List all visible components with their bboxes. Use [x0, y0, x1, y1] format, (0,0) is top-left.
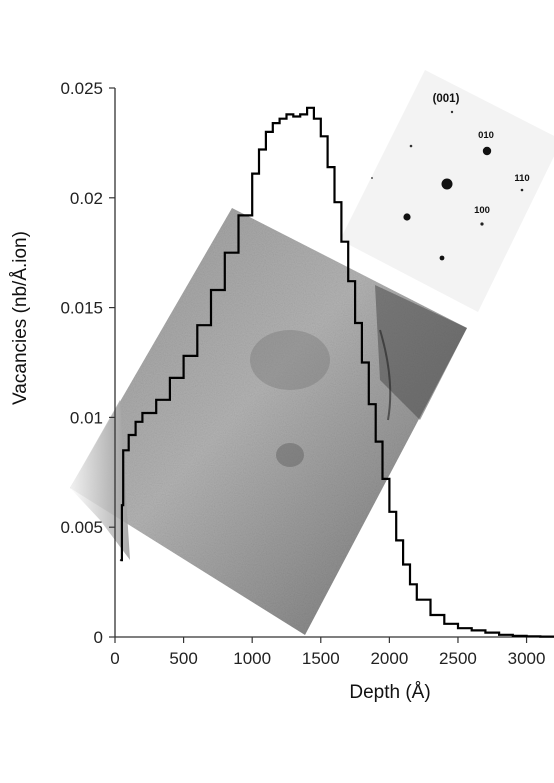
- data-point: [279, 118, 281, 120]
- data-point: [388, 511, 390, 513]
- data-point: [169, 377, 171, 379]
- chart-axes: [114, 88, 554, 638]
- y-tick-label: 0.01: [70, 408, 103, 427]
- x-tick-label: 0: [110, 649, 119, 668]
- data-point: [122, 449, 124, 451]
- data-point: [128, 434, 130, 436]
- data-point: [340, 241, 342, 243]
- spot-label-010: 010: [478, 130, 494, 141]
- data-point: [210, 289, 212, 291]
- data-point: [119, 559, 122, 561]
- data-point: [539, 635, 541, 638]
- data-point: [258, 148, 260, 151]
- y-tick-label: 0: [94, 628, 103, 647]
- data-point: [333, 201, 336, 203]
- data-point: [265, 131, 267, 133]
- diffraction-pattern-inset: (001) 010 110 100: [340, 70, 554, 312]
- data-point: [121, 504, 123, 506]
- data-point: [134, 421, 137, 423]
- data-point: [224, 252, 226, 254]
- data-point: [251, 173, 253, 175]
- y-axis-title: Vacancies (nb/Å.ion): [10, 231, 31, 405]
- data-point: [512, 635, 514, 637]
- data-point: [484, 632, 487, 634]
- data-point: [313, 118, 315, 120]
- data-point: [457, 627, 459, 629]
- data-point: [416, 599, 418, 601]
- zone-axis-label: (001): [433, 93, 460, 105]
- tem-micrograph-inset: [70, 208, 467, 635]
- data-point: [381, 478, 384, 480]
- x-tick-label: 2000: [370, 649, 408, 668]
- data-point: [306, 107, 308, 109]
- y-tick-label: 0.005: [60, 518, 103, 537]
- data-point: [361, 361, 363, 364]
- x-tick-label: 2500: [439, 649, 477, 668]
- data-point: [196, 324, 198, 326]
- data-point: [443, 623, 445, 625]
- data-point: [498, 634, 500, 636]
- data-point: [429, 614, 432, 616]
- data-point: [347, 280, 349, 282]
- data-point: [409, 583, 411, 585]
- x-tick-label: 1500: [302, 649, 340, 668]
- data-point: [354, 322, 356, 324]
- y-tick-label: 0.015: [60, 299, 103, 318]
- data-point: [327, 166, 329, 168]
- vacancy-profile-line: [120, 106, 554, 638]
- data-point: [368, 403, 370, 405]
- x-tick-label: 500: [169, 649, 197, 668]
- x-tick-label: 1000: [233, 649, 271, 668]
- data-point: [155, 399, 157, 401]
- data-point: [292, 115, 294, 118]
- x-tick-label: 3000: [508, 649, 546, 668]
- chart-ticks: 0 500 1000 1500 2000 2500 3000 0 0.005 0.01 0.015 0…: [60, 79, 545, 668]
- spot-label-110: 110: [514, 173, 529, 184]
- data-point: [272, 122, 274, 124]
- y-tick-label: 0.02: [70, 189, 103, 208]
- data-point: [525, 635, 528, 637]
- data-point: [285, 113, 288, 115]
- data-point: [395, 539, 397, 541]
- x-axis-title: Depth (Å): [349, 682, 430, 703]
- spot-label-100: 100: [474, 205, 490, 216]
- data-point: [299, 113, 301, 115]
- data-point: [471, 629, 473, 632]
- data-point: [320, 135, 322, 137]
- data-point: [237, 214, 240, 216]
- data-point: [182, 355, 185, 357]
- y-tick-label: 0.025: [60, 79, 103, 98]
- data-point: [375, 440, 377, 443]
- data-point: [141, 412, 144, 414]
- data-point: [402, 563, 404, 566]
